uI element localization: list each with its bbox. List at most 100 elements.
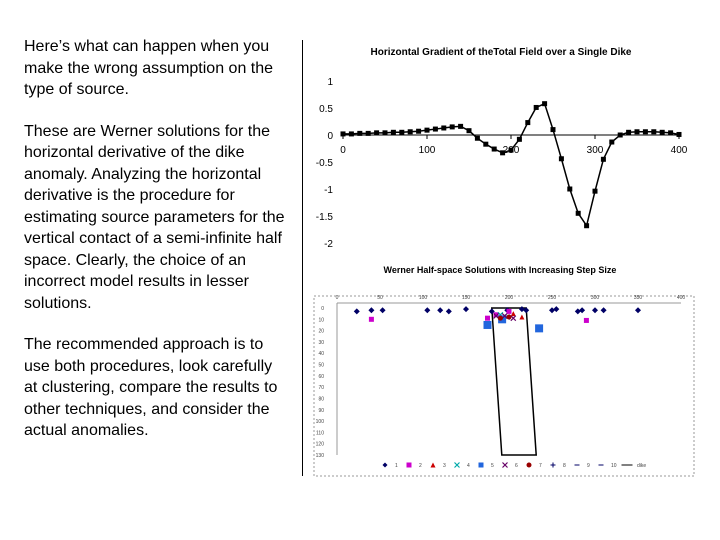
legend-entry: 5 bbox=[478, 462, 494, 469]
scatter-point bbox=[518, 306, 525, 313]
data-point-marker bbox=[348, 131, 354, 137]
scatter-point bbox=[526, 462, 532, 468]
data-point-marker bbox=[390, 129, 396, 135]
x-tick-label: 200 bbox=[505, 295, 514, 301]
y-tick-label: 0 bbox=[321, 306, 324, 312]
x-tick-label: 100 bbox=[419, 295, 428, 301]
data-point-marker bbox=[550, 127, 556, 133]
data-point-marker bbox=[365, 130, 371, 136]
legend-label: 3 bbox=[443, 463, 446, 469]
x-tick-label: 0 bbox=[340, 145, 346, 156]
data-point-marker bbox=[441, 125, 447, 131]
scatter-point bbox=[501, 312, 508, 319]
scatter-point bbox=[353, 308, 360, 315]
scatter-point bbox=[445, 308, 452, 315]
scatter-point bbox=[510, 311, 516, 317]
x-tick-label: 350 bbox=[634, 295, 643, 301]
y-tick-label: 100 bbox=[316, 419, 325, 425]
chart-title: Werner Half-space Solutions with Increas… bbox=[384, 265, 617, 275]
y-tick-label: 0.5 bbox=[319, 104, 333, 115]
scatter-point bbox=[368, 316, 374, 322]
legend-label: 6 bbox=[515, 463, 518, 469]
dike-outline bbox=[490, 307, 538, 456]
scatter-point bbox=[574, 308, 581, 315]
data-point-marker bbox=[516, 136, 522, 142]
y-tick-label: 130 bbox=[316, 453, 325, 459]
data-point-marker bbox=[525, 120, 531, 126]
y-tick-label: 80 bbox=[318, 396, 324, 402]
scatter-point bbox=[483, 320, 492, 329]
scatter-point bbox=[535, 324, 544, 333]
data-point-marker bbox=[458, 123, 464, 129]
data-point-marker bbox=[399, 129, 405, 135]
data-point-marker bbox=[466, 128, 472, 134]
chart-legend: 1 2 3 4 5 6 7 8 9 10 dike bbox=[382, 462, 646, 469]
data-point-marker bbox=[483, 141, 489, 147]
scatter-point bbox=[463, 306, 469, 313]
chart-points bbox=[353, 306, 641, 333]
y-tick-label: 110 bbox=[316, 430, 324, 436]
scatter-point bbox=[382, 462, 388, 468]
scatter-point bbox=[430, 462, 436, 468]
y-tick-label: 40 bbox=[318, 351, 324, 357]
scatter-point bbox=[519, 314, 525, 320]
legend-label: 7 bbox=[539, 463, 542, 469]
y-tick-label: 70 bbox=[318, 385, 324, 391]
data-point-marker bbox=[575, 210, 581, 216]
scatter-point bbox=[493, 312, 500, 319]
scatter-point bbox=[437, 307, 444, 314]
y-tick-label: 0 bbox=[327, 131, 333, 142]
data-point-marker bbox=[382, 130, 388, 136]
y-tick-label: -0.5 bbox=[316, 158, 334, 169]
paragraph-intro: Here’s what can happen when you make the… bbox=[24, 38, 274, 98]
legend-entry: 4 bbox=[454, 462, 470, 469]
y-tick-label: 20 bbox=[318, 329, 324, 335]
data-point-marker bbox=[416, 128, 422, 134]
data-point-marker bbox=[508, 147, 514, 153]
y-tick-label: 60 bbox=[318, 374, 324, 380]
scatter-point bbox=[368, 307, 375, 314]
legend-label: dike bbox=[637, 463, 646, 469]
chart-series bbox=[340, 101, 682, 229]
scatter-point bbox=[406, 462, 412, 468]
scatter-point bbox=[454, 462, 460, 468]
scatter-point bbox=[635, 307, 641, 314]
scatter-point bbox=[502, 462, 508, 468]
scatter-point bbox=[579, 307, 586, 314]
data-point-marker bbox=[659, 129, 665, 135]
scatter-point bbox=[488, 308, 495, 315]
scatter-point bbox=[485, 315, 490, 321]
data-point-marker bbox=[567, 186, 573, 192]
data-point-marker bbox=[424, 127, 430, 133]
data-point-marker bbox=[432, 126, 438, 132]
x-tick-label: 300 bbox=[587, 145, 604, 156]
x-tick-label: 100 bbox=[419, 145, 436, 156]
paragraph-werner: These are Werner solutions for the horiz… bbox=[24, 122, 285, 312]
data-point-marker bbox=[374, 130, 380, 136]
data-point-marker bbox=[357, 130, 363, 136]
data-point-marker bbox=[533, 104, 539, 110]
data-point-marker bbox=[449, 124, 455, 130]
legend-entry: dike bbox=[621, 463, 646, 469]
data-point-marker bbox=[340, 131, 346, 137]
data-point-marker bbox=[634, 129, 640, 135]
legend-entry: 6 bbox=[502, 462, 518, 469]
legend-label: 9 bbox=[587, 463, 590, 469]
x-tick-label: 400 bbox=[671, 145, 688, 156]
scatter-point bbox=[506, 308, 512, 314]
tick-labels: 0 50 100 150 200 250 300 350 400 0 10 20 30 40 50 60 70 8… bbox=[316, 295, 686, 459]
scatter-point bbox=[553, 306, 560, 313]
text-column: Here’s what can happen when you make the… bbox=[24, 36, 286, 462]
plot-frame bbox=[313, 295, 695, 477]
y-tick-label: -1.5 bbox=[316, 212, 334, 223]
x-tick-label: 400 bbox=[677, 295, 686, 301]
legend-entry: 9 bbox=[574, 463, 590, 469]
data-point-marker bbox=[617, 132, 623, 138]
legend-label: 4 bbox=[467, 463, 470, 469]
column-divider bbox=[302, 40, 303, 476]
chart-title: Horizontal Gradient of theTotal Field ov… bbox=[371, 47, 632, 58]
chart-frame bbox=[313, 295, 695, 477]
dike-polygon bbox=[490, 307, 538, 456]
data-point-marker bbox=[474, 135, 480, 141]
